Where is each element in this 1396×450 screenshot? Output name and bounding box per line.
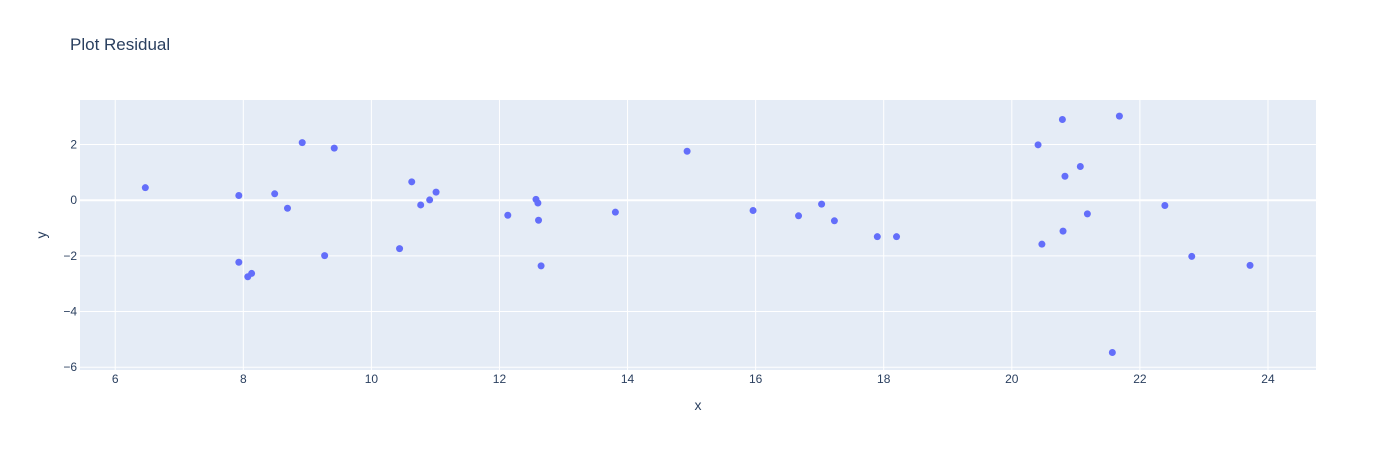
scatter-point bbox=[1108, 348, 1116, 356]
scatter-point bbox=[611, 208, 619, 216]
scatter-point bbox=[893, 233, 901, 241]
grid-lines bbox=[80, 100, 1316, 370]
x-axis-label: x bbox=[695, 397, 702, 413]
x-tick-label: 6 bbox=[112, 372, 119, 386]
chart-title: Plot Residual bbox=[70, 35, 170, 54]
scatter-point bbox=[1076, 163, 1084, 171]
scatter-point bbox=[235, 258, 243, 266]
x-tick-label: 24 bbox=[1261, 372, 1275, 386]
scatter-point bbox=[321, 252, 329, 260]
x-tick-label: 20 bbox=[1005, 372, 1019, 386]
scatter-point bbox=[417, 201, 425, 209]
scatter-point bbox=[795, 212, 803, 220]
scatter-point bbox=[1058, 115, 1066, 123]
scatter-point bbox=[537, 262, 545, 270]
scatter-point bbox=[1061, 172, 1069, 180]
x-tick-label: 8 bbox=[240, 372, 247, 386]
scatter-point bbox=[749, 207, 757, 215]
x-tick-label: 14 bbox=[621, 372, 635, 386]
x-tick-label: 22 bbox=[1133, 372, 1147, 386]
scatter-point bbox=[235, 191, 243, 199]
scatter-point bbox=[432, 188, 440, 196]
scatter-point bbox=[426, 196, 434, 204]
scatter-point bbox=[298, 139, 306, 147]
y-tick-label: −2 bbox=[63, 249, 77, 263]
y-tick-label: −4 bbox=[63, 305, 77, 319]
scatter-point bbox=[1115, 112, 1123, 120]
y-axis-label: y bbox=[33, 232, 49, 239]
scatter-point bbox=[535, 216, 543, 224]
y-tick-label: −6 bbox=[63, 360, 77, 374]
plot-area bbox=[80, 100, 1316, 370]
scatter-point bbox=[408, 178, 416, 186]
x-tick-label: 12 bbox=[493, 372, 507, 386]
scatter-point bbox=[1059, 227, 1067, 235]
y-tick-label: 2 bbox=[70, 138, 77, 152]
scatter-point bbox=[1188, 252, 1196, 260]
scatter-point bbox=[141, 184, 149, 192]
scatter-point bbox=[283, 204, 291, 212]
x-tick-label: 10 bbox=[365, 372, 379, 386]
scatter-point bbox=[1161, 201, 1169, 209]
data-points bbox=[141, 112, 1254, 356]
scatter-point bbox=[1034, 141, 1042, 149]
x-tick-label: 18 bbox=[877, 372, 891, 386]
scatter-point bbox=[271, 190, 279, 198]
scatter-point bbox=[534, 199, 542, 207]
scatter-point bbox=[1246, 261, 1254, 269]
scatter-point bbox=[330, 144, 338, 152]
scatter-point bbox=[818, 200, 826, 208]
scatter-point bbox=[1038, 240, 1046, 248]
scatter-point bbox=[248, 269, 256, 277]
y-tick-label: 0 bbox=[70, 193, 77, 207]
scatter-point bbox=[830, 217, 838, 225]
scatter-point bbox=[504, 211, 512, 219]
tick-labels: 6 8 10 12 14 16 18 20 22 24 −6 −4 −2 0 2 bbox=[63, 138, 1275, 386]
scatter-point bbox=[396, 245, 404, 253]
scatter-point bbox=[1083, 210, 1091, 218]
scatter-point bbox=[683, 147, 691, 155]
scatter-point bbox=[873, 233, 881, 241]
x-tick-label: 16 bbox=[749, 372, 763, 386]
